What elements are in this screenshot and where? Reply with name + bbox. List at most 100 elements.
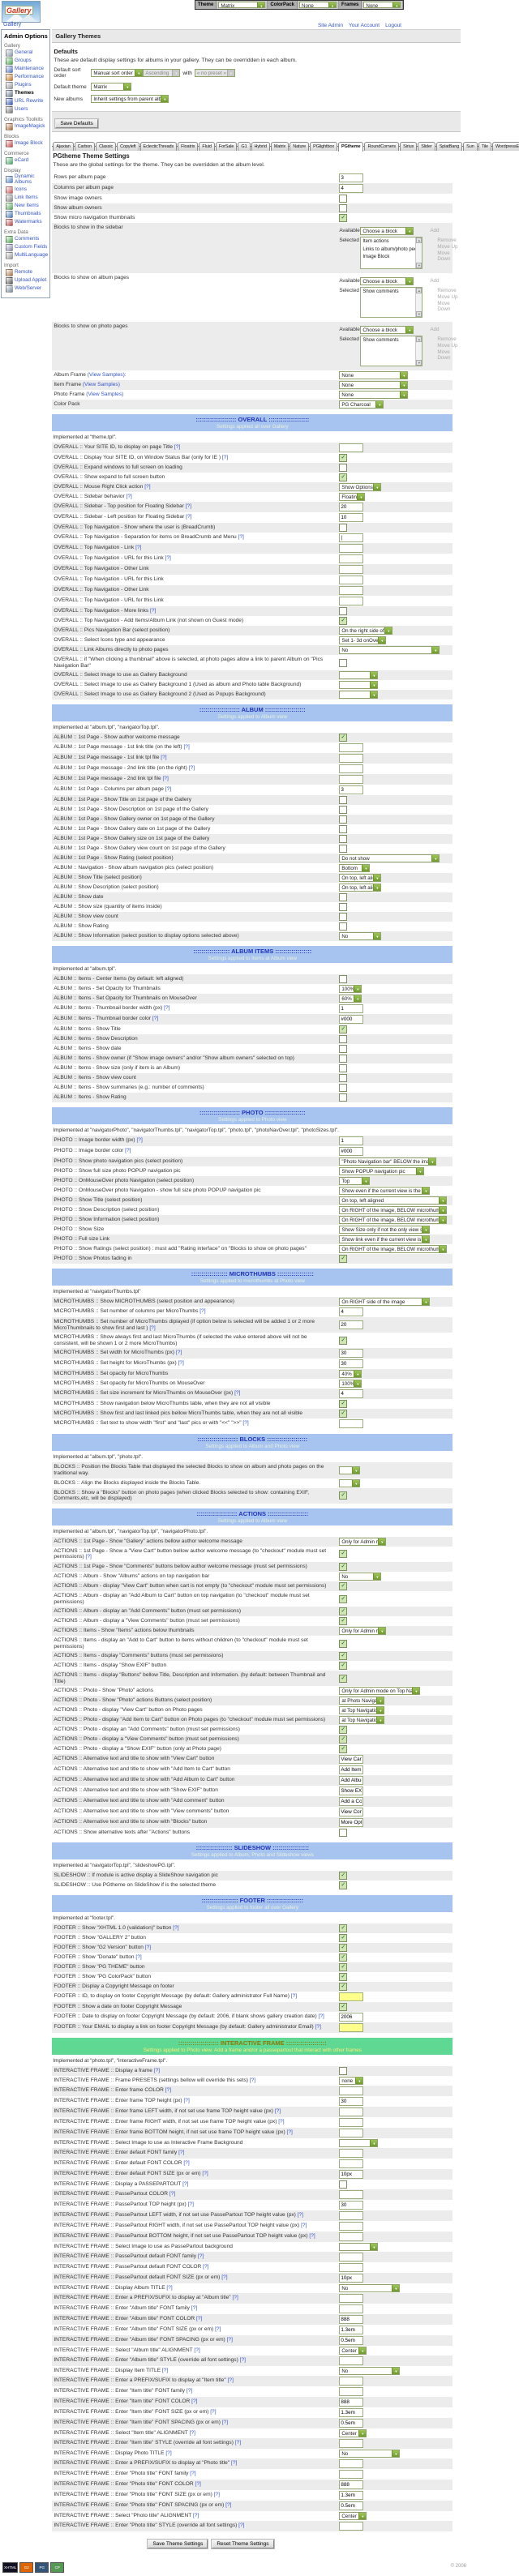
text-input[interactable] (339, 1808, 364, 1817)
help-link[interactable]: [?] (208, 2409, 217, 2416)
select[interactable]: Do not show ▼ (339, 854, 440, 863)
checkbox[interactable]: ✓ (339, 1745, 348, 1754)
select[interactable]: ▼ (339, 671, 379, 680)
text-input[interactable] (339, 1359, 364, 1369)
text-input[interactable] (339, 544, 364, 553)
help-link[interactable]: [?] (233, 2440, 242, 2446)
xhtml-badge-icon[interactable]: XHTML (2, 2562, 19, 2574)
help-link[interactable]: [?] (225, 2377, 234, 2384)
move-down-button[interactable]: Move Down (437, 349, 451, 361)
select[interactable]: Show Options ▼ (339, 483, 382, 491)
move-up-button[interactable]: Move Up (437, 343, 458, 349)
help-link[interactable]: [?] (182, 2098, 190, 2104)
text-input[interactable] (339, 2253, 364, 2262)
checkbox[interactable] (339, 1055, 348, 1063)
header-link-site-admin[interactable]: Site Admin (317, 23, 344, 28)
select[interactable]: Show POPUP navigation pic ▼ (339, 1167, 425, 1176)
text-input[interactable] (339, 1307, 364, 1317)
help-link[interactable]: [?] (176, 1360, 184, 1367)
help-link[interactable]: [?] (134, 545, 142, 550)
help-link[interactable]: [?] (168, 2191, 176, 2197)
sidebar-item-multilanguage[interactable]: MultiLanguage (6, 251, 48, 259)
text-input[interactable] (339, 2470, 364, 2480)
help-link[interactable]: [?] (247, 2077, 256, 2084)
list-item[interactable]: Links to album/photo peers (362, 246, 422, 252)
select[interactable]: Choose a block ▼ (360, 326, 414, 334)
help-link[interactable]: [?] (143, 484, 151, 490)
select[interactable]: ▼ (339, 1466, 361, 1475)
text-input[interactable] (339, 1320, 364, 1330)
text-input[interactable] (339, 2398, 364, 2407)
select[interactable]: "Photo Navigation bar" BELOW the image ▼ (339, 1157, 437, 1166)
checkbox[interactable] (339, 1064, 348, 1073)
help-link[interactable]: [?] (212, 2492, 220, 2498)
text-input[interactable] (339, 2263, 364, 2273)
text-input[interactable] (339, 2326, 364, 2335)
select[interactable]: 40% ▼ (339, 1370, 362, 1379)
help-link[interactable]: [?] (124, 494, 132, 499)
select[interactable]: Only for Admin mode ▼ (339, 1537, 387, 1546)
select[interactable]: No ▼ (339, 932, 382, 941)
move-up-button[interactable]: Move Up (437, 294, 458, 300)
text-input[interactable] (339, 2439, 364, 2449)
text-input[interactable] (339, 2377, 364, 2386)
checkbox[interactable]: ✓ (339, 1400, 348, 1409)
sidebar-item-imagemagick[interactable]: ImageMagick (6, 123, 48, 131)
checkbox[interactable] (339, 825, 348, 834)
checkbox[interactable]: ✓ (339, 1607, 348, 1616)
checkbox[interactable]: ✓ (339, 1617, 348, 1626)
select[interactable]: None ▼ (339, 391, 409, 399)
save-theme-settings-button[interactable]: Save Theme Settings (148, 2540, 208, 2549)
help-link[interactable]: [?] (238, 2357, 246, 2364)
header-link-your-account[interactable]: Your Account (349, 23, 380, 28)
help-link[interactable]: [?] (148, 1324, 156, 1331)
select[interactable]: Choose a block ▼ (360, 227, 414, 235)
text-input[interactable] (339, 1765, 364, 1775)
checkbox[interactable]: ✓ (339, 1881, 348, 1890)
text-input[interactable] (339, 1787, 364, 1796)
checkbox[interactable]: ✓ (339, 1491, 348, 1500)
checkbox[interactable] (339, 204, 348, 212)
help-link[interactable]: [?] (134, 1954, 142, 1961)
sidebar-item-url-rewrite[interactable]: URL Rewrite (6, 98, 48, 105)
text-input[interactable] (339, 2170, 364, 2180)
checkbox[interactable] (339, 1829, 348, 1838)
select[interactable]: No ▼ (339, 2367, 401, 2376)
checkbox[interactable] (339, 1093, 348, 1102)
select[interactable]: None ▼ (339, 371, 409, 379)
text-input[interactable] (339, 2222, 364, 2232)
help-link[interactable]: [?] (161, 776, 169, 782)
select[interactable]: Only for Admin mode on Top Navigation ba… (339, 1687, 421, 1696)
help-link[interactable]: [?] (221, 455, 229, 460)
text-input[interactable] (339, 586, 364, 595)
help-link[interactable]: [?] (285, 2129, 293, 2136)
select[interactable]: ▼ (339, 2243, 379, 2252)
checkbox[interactable]: ✓ (339, 1924, 348, 1933)
checkbox[interactable] (339, 524, 348, 532)
checkbox[interactable]: ✓ (339, 1550, 348, 1559)
tab-pglightbox[interactable]: PGlightbox (310, 142, 338, 151)
checkbox[interactable] (339, 893, 348, 902)
sidebar-item-users[interactable]: Users (6, 106, 48, 113)
checkbox[interactable]: ✓ (339, 1983, 348, 1992)
help-link[interactable]: [?] (299, 2223, 307, 2229)
sidebar-item-maintenance[interactable]: Maintenance (6, 66, 48, 73)
tab-hybrid[interactable]: Hybrid (251, 142, 270, 151)
select[interactable]: No ▼ (339, 1572, 382, 1581)
checkbox[interactable] (339, 806, 348, 815)
help-link[interactable]: [?] (225, 2337, 233, 2343)
checkbox[interactable]: ✓ (339, 454, 348, 462)
select[interactable]: 100% ▼ (339, 985, 362, 994)
add-block-button[interactable]: Add (430, 228, 440, 233)
checkbox[interactable]: ✓ (339, 1652, 348, 1661)
checkbox[interactable]: ✓ (339, 1025, 348, 1034)
help-link[interactable]: [?] (143, 1945, 152, 1951)
checkbox[interactable] (339, 658, 348, 667)
text-input[interactable] (339, 184, 364, 193)
sidebar-item-image-block[interactable]: Image Block (6, 140, 48, 148)
checkbox[interactable]: ✓ (339, 1726, 348, 1735)
checkbox[interactable]: ✓ (339, 1953, 348, 1962)
select[interactable]: Top ▼ (339, 1177, 371, 1186)
help-link[interactable]: [?] (162, 1005, 170, 1012)
tab-ajaxian[interactable]: Ajaxian (53, 142, 74, 151)
